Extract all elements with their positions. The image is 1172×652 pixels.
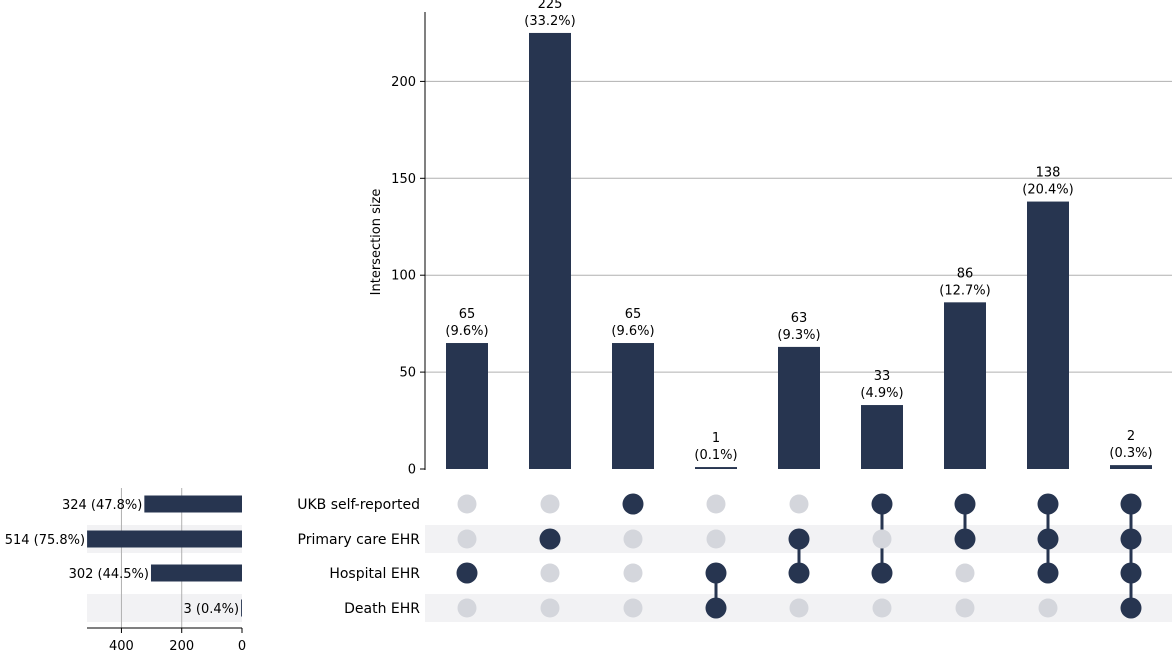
bar-count-label: 63 [791, 311, 808, 326]
intersection-bar [861, 405, 903, 469]
matrix-dot-inactive [872, 529, 892, 549]
matrix-dot-inactive [623, 529, 643, 549]
y-tick-label: 0 [408, 463, 416, 478]
y-tick-label: 200 [391, 75, 416, 90]
matrix-dot-active [788, 528, 810, 550]
matrix-dot-active [1037, 493, 1059, 515]
set-size-label: 3 (0.4%) [184, 602, 240, 617]
matrix-dot-inactive [789, 494, 809, 514]
bar-count-label: 2 [1127, 429, 1135, 444]
matrix-dot-inactive [540, 563, 560, 583]
intersection-bar [612, 343, 654, 469]
set-size-x-axis: 400 200 0 [87, 627, 246, 652]
matrix-dot-inactive [706, 494, 726, 514]
matrix-dot-active [788, 562, 810, 584]
set-size-bar [150, 564, 242, 582]
matrix-dot-inactive [457, 529, 477, 549]
matrix-dot-inactive [457, 598, 477, 618]
bar-count-label: 65 [459, 307, 476, 322]
bar-percent-label: (12.7%) [939, 283, 990, 298]
matrix-dot-active [1120, 493, 1142, 515]
matrix-dot-active [1120, 528, 1142, 550]
matrix-dot-inactive [457, 494, 477, 514]
intersection-y-axis: 0 50 100 150 200 [391, 12, 426, 478]
matrix-dot-inactive [540, 598, 560, 618]
intersection-bar [944, 302, 986, 469]
intersection-bar [446, 343, 488, 469]
bar-percent-label: (9.3%) [777, 328, 820, 343]
set-size-label: 514 (75.8%) [5, 533, 85, 548]
matrix-dot-inactive [1038, 598, 1058, 618]
intersection-bar [695, 467, 737, 469]
matrix-dot-active [954, 493, 976, 515]
set-size-bars: 324 (47.8%) 514 (75.8%) 302 (44.5%) 3 (0.4%… [5, 495, 242, 617]
set-name: Death EHR [344, 601, 420, 617]
set-name-labels: UKB self-reported Primary care EHR Hospita… [297, 497, 420, 617]
matrix-dot-active [954, 528, 976, 550]
matrix-dot-active [1037, 562, 1059, 584]
matrix-dot-inactive [955, 563, 975, 583]
matrix-dot-active [1120, 597, 1142, 619]
set-x-tick-label: 200 [169, 639, 194, 652]
set-name: Hospital EHR [329, 566, 420, 582]
matrix-dot-inactive [789, 598, 809, 618]
bar-count-label: 225 [538, 0, 563, 12]
set-size-label: 324 (47.8%) [62, 498, 142, 513]
set-x-tick-label: 0 [238, 639, 246, 652]
y-tick-label: 150 [391, 172, 416, 187]
set-x-tick-label: 400 [109, 639, 134, 652]
bar-percent-label: (9.6%) [445, 324, 488, 339]
intersection-bar [1027, 201, 1069, 469]
intersection-bar [778, 346, 820, 469]
bar-percent-label: (0.3%) [1109, 446, 1152, 461]
bar-count-label: 86 [957, 266, 974, 281]
matrix-dot-active [705, 562, 727, 584]
membership-matrix [456, 493, 1142, 619]
matrix-dot-inactive [623, 563, 643, 583]
set-size-bar [144, 495, 242, 513]
set-size-label: 302 (44.5%) [69, 567, 149, 582]
intersection-y-axis-label: Intersection size [369, 189, 384, 296]
matrix-dot-active [539, 528, 561, 550]
matrix-dot-active [871, 562, 893, 584]
bar-count-label: 1 [712, 431, 720, 446]
intersection-bar [529, 32, 571, 469]
intersection-bar-labels: 65 (9.6%) 225 (33.2%) 65 (9.6%) 1 (0.1%) 63 (9.3%… [445, 0, 1152, 463]
bar-percent-label: (20.4%) [1022, 183, 1073, 198]
bar-percent-label: (4.9%) [860, 386, 903, 401]
bar-count-label: 65 [625, 307, 642, 322]
matrix-dot-inactive [955, 598, 975, 618]
matrix-dot-active [622, 493, 644, 515]
matrix-dot-inactive [540, 494, 560, 514]
matrix-dot-active [1120, 562, 1142, 584]
matrix-dot-inactive [706, 529, 726, 549]
y-tick-label: 50 [399, 366, 416, 381]
matrix-dot-active [705, 597, 727, 619]
y-tick-label: 100 [391, 269, 416, 284]
bar-count-label: 138 [1036, 166, 1061, 181]
bar-percent-label: (33.2%) [524, 14, 575, 29]
bar-percent-label: (9.6%) [611, 324, 654, 339]
bar-count-label: 33 [874, 369, 891, 384]
set-name: UKB self-reported [297, 497, 420, 513]
matrix-dot-inactive [623, 598, 643, 618]
bar-percent-label: (0.1%) [694, 448, 737, 463]
matrix-dot-active [871, 493, 893, 515]
row-shade [87, 594, 242, 622]
matrix-dot-active [1037, 528, 1059, 550]
intersection-bars [446, 32, 1152, 469]
set-size-bar [241, 599, 242, 617]
matrix-dot-inactive [872, 598, 892, 618]
matrix-dot-active [456, 562, 478, 584]
intersection-bar [1110, 465, 1152, 469]
set-name: Primary care EHR [298, 532, 421, 548]
set-size-bar [87, 530, 242, 548]
